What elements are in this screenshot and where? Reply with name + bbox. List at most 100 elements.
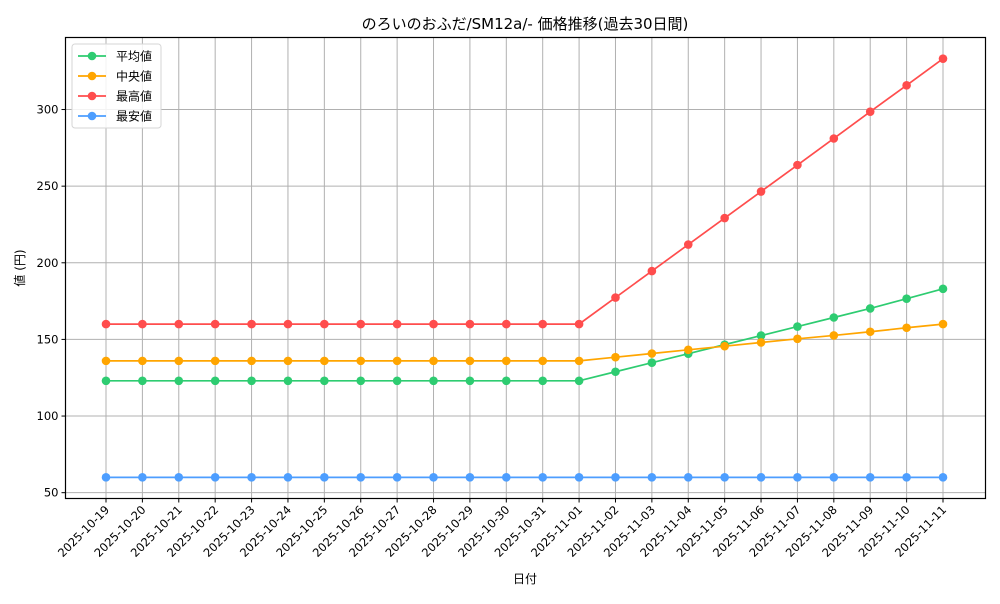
legend-label: 最高値: [116, 89, 152, 104]
data-point-marker: [793, 334, 802, 344]
data-point-marker: [465, 356, 475, 366]
data-point-marker: [210, 319, 220, 329]
data-point-marker: [756, 338, 766, 347]
data-point-marker: [538, 356, 547, 366]
data-point-marker: [865, 107, 875, 116]
data-point-marker: [247, 473, 256, 482]
data-point-marker: [829, 134, 839, 143]
data-point-marker: [356, 356, 366, 366]
data-point-marker: [538, 319, 547, 329]
data-point-marker: [574, 376, 584, 386]
data-point-marker: [902, 294, 911, 303]
series-lines: [101, 54, 948, 482]
legend-item: 最安値: [78, 109, 152, 124]
y-tick-label: 150: [37, 332, 59, 346]
y-tick-label: 50: [44, 486, 59, 500]
data-point-marker: [429, 319, 438, 329]
y-axis: 50 100 150 200 250 300: [37, 103, 66, 500]
data-point-marker: [829, 473, 839, 482]
data-point-marker: [356, 376, 366, 386]
data-point-marker: [611, 473, 620, 482]
data-point-marker: [392, 319, 402, 329]
data-point-marker: [502, 473, 511, 482]
data-point-marker: [429, 473, 438, 482]
data-point-marker: [938, 473, 948, 482]
data-point-marker: [320, 356, 329, 366]
data-point-marker: [356, 319, 366, 329]
series-line: [106, 323, 944, 362]
data-point-marker: [647, 266, 657, 276]
data-point-marker: [283, 473, 293, 482]
data-point-marker: [283, 319, 293, 329]
data-point-marker: [538, 473, 547, 482]
data-point-marker: [174, 376, 184, 386]
data-point-marker: [356, 473, 366, 482]
data-point-marker: [683, 473, 693, 482]
data-point-marker: [756, 187, 766, 196]
series-2: [101, 54, 948, 329]
legend-label: 平均値: [116, 49, 152, 64]
plot-frame: [64, 36, 987, 500]
data-point-marker: [611, 367, 620, 377]
data-point-marker: [574, 319, 584, 329]
data-point-marker: [283, 376, 293, 386]
data-point-marker: [647, 473, 657, 482]
data-point-marker: [138, 376, 147, 386]
y-tick-label: 100: [37, 409, 59, 423]
legend-box: [71, 43, 162, 129]
data-point-marker: [465, 473, 475, 482]
data-point-marker: [101, 376, 111, 386]
y-tick-label: 300: [37, 103, 59, 117]
data-point-marker: [865, 304, 875, 313]
data-point-marker: [320, 319, 329, 329]
data-point-marker: [320, 473, 329, 482]
data-point-marker: [720, 473, 729, 482]
grid-lines: [65, 37, 986, 499]
legend-marker-icon: [87, 51, 97, 61]
data-point-marker: [574, 473, 584, 482]
data-point-marker: [210, 356, 220, 366]
data-point-marker: [502, 356, 511, 366]
data-point-marker: [174, 356, 184, 366]
data-point-marker: [101, 319, 111, 329]
legend-item: 平均値: [78, 49, 152, 64]
data-point-marker: [210, 473, 220, 482]
y-tick-label: 200: [37, 256, 59, 270]
data-point-marker: [793, 160, 802, 170]
legend-label: 最安値: [116, 109, 152, 124]
legend-marker-icon: [87, 111, 97, 121]
data-point-marker: [902, 81, 911, 90]
data-point-marker: [902, 323, 911, 333]
data-point-marker: [138, 319, 147, 329]
series-line: [106, 288, 944, 382]
y-tick-label: 250: [37, 179, 59, 193]
data-point-marker: [101, 356, 111, 366]
data-point-marker: [138, 356, 147, 366]
data-point-marker: [247, 319, 256, 329]
data-point-marker: [247, 376, 256, 386]
data-point-marker: [720, 341, 729, 351]
data-point-marker: [429, 376, 438, 386]
data-point-marker: [683, 240, 693, 249]
data-point-marker: [938, 284, 948, 294]
data-point-marker: [829, 313, 839, 322]
data-point-marker: [502, 319, 511, 329]
data-point-marker: [938, 319, 948, 329]
series-1: [101, 319, 948, 366]
data-point-marker: [465, 319, 475, 329]
series-line: [106, 57, 944, 325]
data-point-marker: [647, 349, 657, 358]
chart-title: のろいのおふだ/SM12a/- 価格推移(過去30日間): [362, 15, 689, 33]
data-point-marker: [793, 473, 802, 482]
data-point-marker: [865, 473, 875, 482]
series-3: [101, 473, 948, 482]
data-point-marker: [320, 376, 329, 386]
data-point-marker: [429, 356, 438, 366]
data-point-marker: [793, 322, 802, 331]
data-point-marker: [574, 356, 584, 366]
x-axis-label: 日付: [513, 572, 537, 586]
data-point-marker: [138, 473, 147, 482]
